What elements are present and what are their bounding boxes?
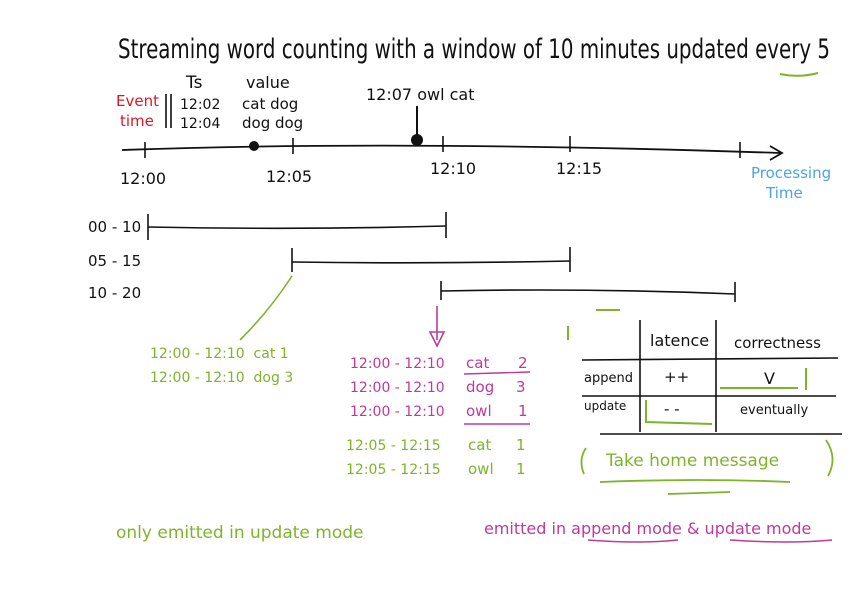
event-2-value: dog dog: [242, 114, 303, 132]
value-header: value: [246, 73, 290, 92]
take-home-underline-2: [667, 491, 731, 495]
append-1-count: 2: [518, 354, 528, 372]
event-dot-early: [249, 141, 259, 151]
note-append-underline-2: [729, 539, 833, 543]
later-2-window: 12:05 - 12:15: [346, 462, 441, 478]
tick-label-1200: 12:00: [120, 169, 166, 188]
append-arrow-head: [428, 331, 446, 348]
event-time-label-1: Event: [116, 92, 159, 110]
update-latence-highlight: [645, 400, 713, 425]
tick-label-1210: 12:10: [430, 159, 476, 178]
window-label-05-15: 05 - 15: [88, 252, 141, 270]
take-home-underline: [599, 479, 791, 483]
later-1-window: 12:05 - 12:15: [346, 438, 441, 454]
tick-label-1215: 12:15: [556, 159, 602, 178]
append-2-word: dog: [466, 378, 494, 396]
note-append-mode: emitted in append mode & update mode: [484, 519, 811, 538]
append-1-underline: [463, 371, 531, 375]
append-1-word: cat: [466, 354, 489, 372]
processing-time-label-1: Processing: [751, 164, 831, 182]
window-1-bar: [147, 225, 447, 230]
append-3-word: owl: [466, 402, 492, 420]
row-append-mode: append: [584, 371, 633, 386]
later-1-word: cat: [468, 436, 491, 454]
append-correctness-highlight: [720, 368, 807, 390]
row-append-latence: ++: [664, 368, 689, 386]
row-update-latence: - -: [664, 400, 680, 418]
window-3-bar: [440, 289, 736, 295]
note-update-mode: only emitted in update mode: [116, 523, 364, 543]
update-result-1: 12:00 - 12:10 cat 1: [150, 346, 289, 362]
title-underline: [779, 72, 819, 77]
append-3-window: 12:00 - 12:10: [350, 404, 445, 420]
note-append-underline-1: [587, 539, 679, 543]
table-header-latence: latence: [650, 331, 709, 350]
event-time-label-2: time: [120, 112, 154, 130]
append-3-count: 1: [518, 402, 528, 420]
window-label-00-10: 00 - 10: [88, 218, 141, 236]
processing-time-label-2: Time: [765, 184, 803, 202]
timeline-arrowhead: [769, 145, 784, 161]
window-label-10-20: 10 - 20: [88, 284, 141, 302]
append-2-window: 12:00 - 12:10: [350, 380, 445, 396]
ts-header: Ts: [185, 73, 203, 93]
later-2-count: 1: [516, 460, 526, 478]
tick-label-1205: 12:05: [266, 167, 312, 186]
later-1-count: 1: [516, 436, 526, 454]
late-event-label: 12:07 owl cat: [366, 85, 474, 104]
event-1-ts: 12:02: [180, 97, 220, 113]
take-home-bracket-left: [580, 447, 587, 475]
append-2-count: 3: [516, 378, 526, 396]
row-update-mode: update: [584, 399, 626, 413]
row-append-correctness: V: [764, 369, 775, 388]
append-1-window: 12:00 - 12:10: [350, 356, 445, 372]
table-header-correctness: correctness: [734, 334, 821, 352]
event-1-value: cat dog: [242, 95, 298, 113]
timeline-axis: [121, 144, 781, 154]
event-dot-late: [411, 134, 423, 146]
event-2-ts: 12:04: [180, 116, 220, 132]
later-2-word: owl: [468, 460, 494, 478]
diagram-title: Streaming word counting with a window of…: [118, 34, 830, 65]
table-header-line: [581, 357, 839, 361]
row-update-correctness: eventually: [740, 403, 808, 418]
take-home-bracket-right: [825, 439, 834, 477]
update-result-2: 12:00 - 12:10 dog 3: [150, 370, 293, 386]
update-pointer-line: [239, 275, 293, 341]
window-2-bar: [291, 260, 571, 264]
take-home-message: Take home message: [605, 451, 779, 471]
